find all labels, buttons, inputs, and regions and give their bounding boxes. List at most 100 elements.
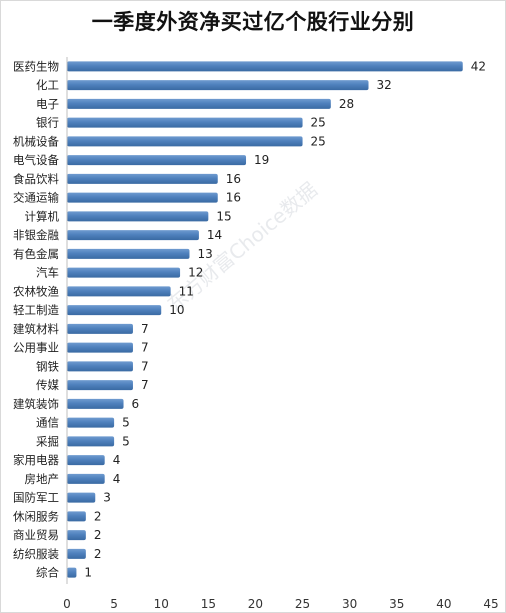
category-label: 医药生物 <box>13 59 59 73</box>
x-tick-label: 20 <box>248 597 263 611</box>
bar-2 <box>67 98 331 109</box>
value-labels-group: 4232282525191616151413121110777765544322… <box>84 59 486 579</box>
category-label: 食品饮料 <box>13 172 59 186</box>
bar-17 <box>67 380 133 391</box>
category-label: 有色金属 <box>13 247 59 261</box>
bar-0 <box>67 61 463 72</box>
bar-14 <box>67 323 133 334</box>
bar-8 <box>67 211 209 222</box>
category-label: 传媒 <box>36 378 59 392</box>
bar-6 <box>67 173 218 184</box>
category-label: 银行 <box>36 116 59 130</box>
bar-4 <box>67 136 303 147</box>
category-label: 房地产 <box>25 472 60 486</box>
value-label: 6 <box>132 397 140 411</box>
bar-18 <box>67 398 124 409</box>
value-label: 15 <box>216 209 231 223</box>
category-label: 交通运输 <box>13 191 59 205</box>
category-label: 商业贸易 <box>13 528 59 542</box>
value-label: 2 <box>94 528 102 542</box>
category-label: 建筑装饰 <box>13 397 59 411</box>
value-label: 2 <box>94 547 102 561</box>
value-label: 28 <box>339 97 354 111</box>
x-tick-label: 10 <box>154 597 169 611</box>
bar-16 <box>67 361 133 372</box>
category-label: 建筑材料 <box>13 322 59 336</box>
value-label: 7 <box>141 341 149 355</box>
x-tick-label: 15 <box>201 597 216 611</box>
value-label: 25 <box>311 134 326 148</box>
value-label: 16 <box>226 172 241 186</box>
category-label: 公用事业 <box>13 341 59 355</box>
x-tick-label: 40 <box>436 597 451 611</box>
x-tick-label: 5 <box>110 597 118 611</box>
bar-15 <box>67 342 133 353</box>
value-label: 14 <box>207 228 222 242</box>
category-label: 电气设备 <box>13 153 59 167</box>
bar-13 <box>67 305 162 316</box>
value-label: 16 <box>226 191 241 205</box>
x-tick-label: 0 <box>63 597 71 611</box>
value-label: 7 <box>141 322 149 336</box>
bar-9 <box>67 230 199 241</box>
value-label: 11 <box>179 284 194 298</box>
bar-1 <box>67 80 369 91</box>
x-axis: 0 5 10 15 20 25 30 35 40 45 <box>63 57 499 611</box>
bar-19 <box>67 417 115 428</box>
category-label: 电子 <box>36 97 59 111</box>
bar-25 <box>67 530 86 541</box>
category-label: 农林牧渔 <box>13 284 59 298</box>
bar-11 <box>67 267 181 278</box>
value-label: 25 <box>311 116 326 130</box>
bar-7 <box>67 192 218 203</box>
bar-23 <box>67 492 96 503</box>
category-label: 纺织服装 <box>13 547 59 561</box>
value-label: 3 <box>103 491 111 505</box>
category-label: 汽车 <box>36 266 59 280</box>
bar-27 <box>67 567 77 578</box>
value-label: 2 <box>94 509 102 523</box>
category-label: 休闲服务 <box>13 509 59 523</box>
x-tick-label: 45 <box>483 597 498 611</box>
bar-26 <box>67 548 86 559</box>
bar-21 <box>67 455 105 466</box>
bar-5 <box>67 155 247 166</box>
value-label: 4 <box>113 453 121 467</box>
category-label: 机械设备 <box>13 134 59 148</box>
value-label: 19 <box>254 153 269 167</box>
chart-title: 一季度外资净买过亿个股行业分别 <box>91 10 415 34</box>
x-tick-label: 35 <box>389 597 404 611</box>
value-label: 10 <box>169 303 184 317</box>
value-label: 1 <box>84 566 92 580</box>
category-label: 非银金融 <box>13 228 59 242</box>
value-label: 12 <box>188 266 203 280</box>
x-tick-label: 25 <box>295 597 310 611</box>
bar-22 <box>67 473 105 484</box>
value-label: 4 <box>113 472 121 486</box>
category-label: 化工 <box>36 78 59 92</box>
category-label: 计算机 <box>25 209 60 223</box>
bar-20 <box>67 436 115 447</box>
category-label: 国防军工 <box>13 491 59 505</box>
bar-12 <box>67 286 171 297</box>
bar-10 <box>67 248 190 259</box>
bar-24 <box>67 511 86 522</box>
x-tick-label: 30 <box>342 597 357 611</box>
category-label: 轻工制造 <box>13 303 59 317</box>
category-labels-group: 医药生物化工电子银行机械设备电气设备食品饮料交通运输计算机非银金融有色金属汽车农… <box>13 59 59 579</box>
value-label: 5 <box>122 416 130 430</box>
value-label: 42 <box>471 59 486 73</box>
category-label: 钢铁 <box>36 359 59 373</box>
category-label: 通信 <box>36 416 59 430</box>
value-label: 7 <box>141 359 149 373</box>
bars-group <box>67 61 463 578</box>
value-label: 5 <box>122 434 130 448</box>
value-label: 13 <box>197 247 212 261</box>
category-label: 家用电器 <box>13 453 59 467</box>
category-label: 综合 <box>36 566 59 580</box>
category-label: 采掘 <box>36 434 59 448</box>
value-label: 7 <box>141 378 149 392</box>
value-label: 32 <box>377 78 392 92</box>
bar-3 <box>67 117 303 128</box>
